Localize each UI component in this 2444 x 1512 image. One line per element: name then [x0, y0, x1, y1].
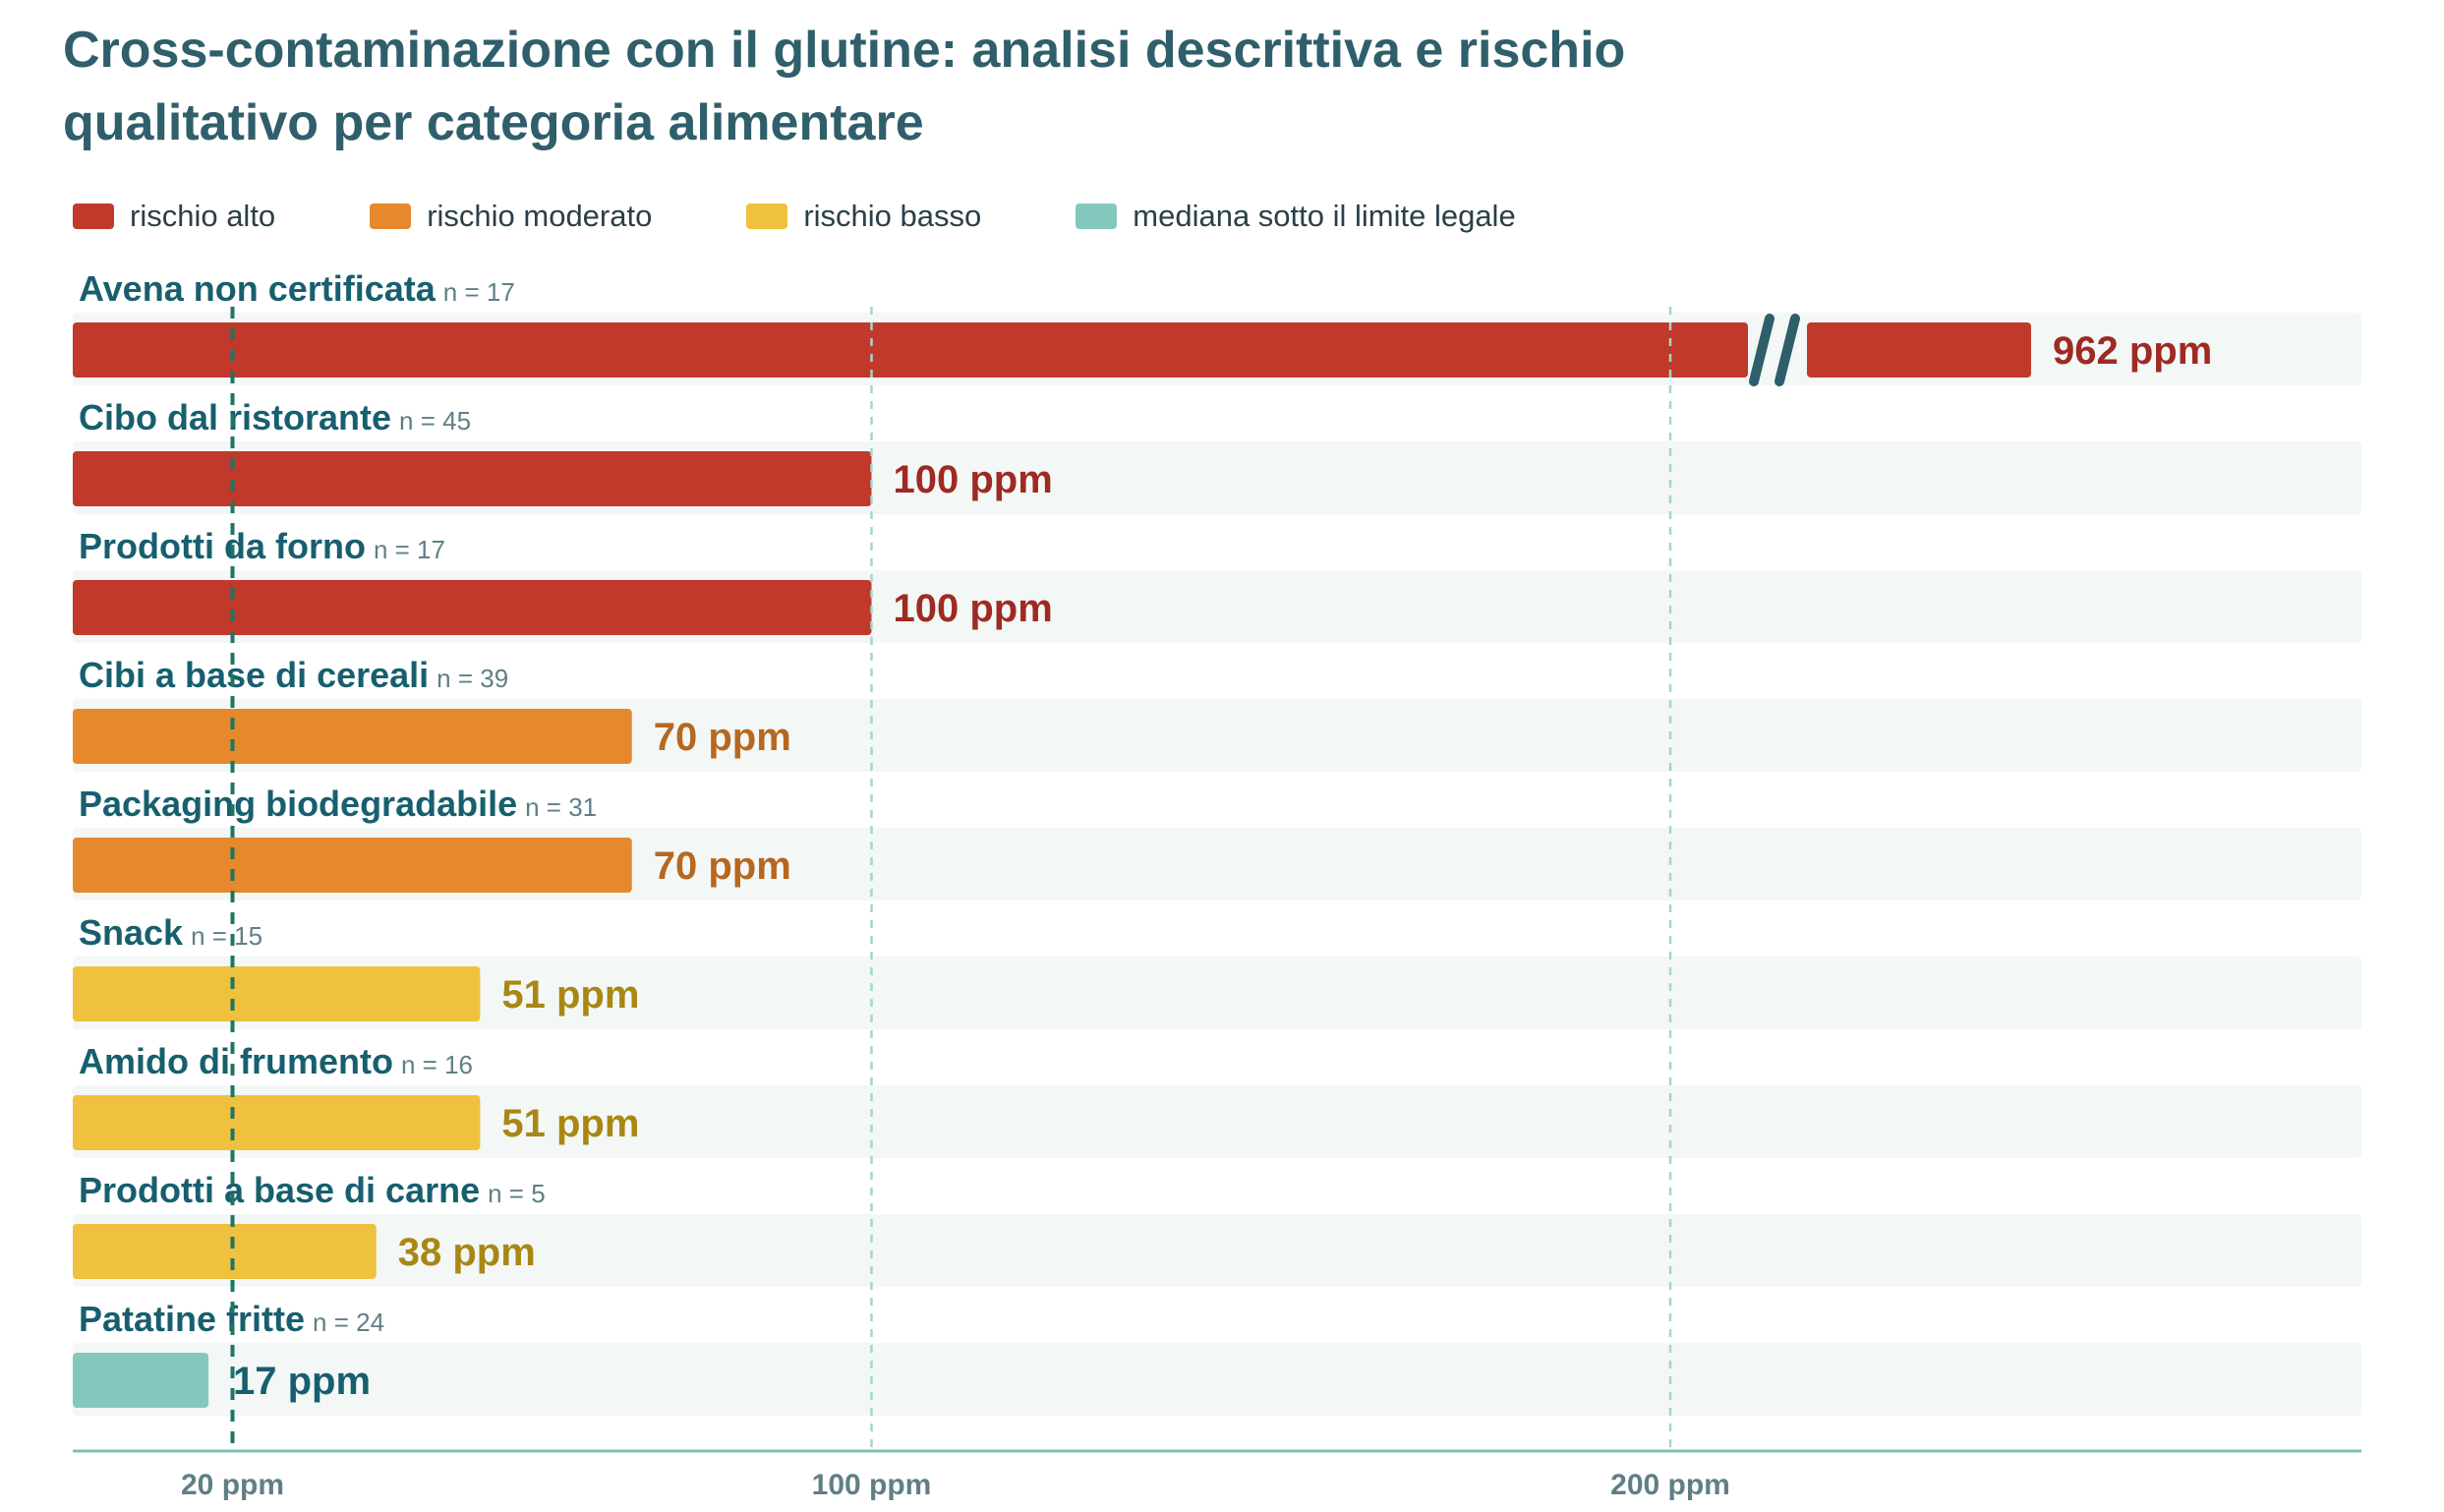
sample-size-label: n = 5 [488, 1179, 546, 1208]
sample-size-label: n = 45 [399, 406, 471, 436]
legend-swatch [746, 204, 788, 229]
legend: rischio alto rischio moderato rischio bass… [73, 195, 1610, 238]
value-label: 17 ppm [233, 1360, 371, 1403]
axis-break-mark [1775, 314, 1800, 386]
bar-track [73, 957, 2361, 1029]
legend-item-alto: rischio alto [73, 199, 275, 234]
gridlines [870, 307, 1672, 1450]
category-name: Cibi a base di cereali [79, 655, 429, 695]
value-label: 100 ppm [894, 587, 1053, 630]
value-label: 51 ppm [501, 1102, 639, 1145]
bar [73, 580, 872, 635]
bar-row: Prodotti a base di carne n = 5 38 ppm [73, 1170, 2361, 1287]
category-label: Prodotti a base di carne n = 5 [79, 1170, 546, 1210]
bar [73, 709, 632, 764]
category-label: Snack n = 15 [79, 912, 262, 953]
value-label: 70 ppm [654, 716, 791, 759]
category-label: Cibo dal ristorante n = 45 [79, 397, 471, 437]
sample-size-label: n = 17 [443, 277, 515, 307]
sample-size-label: n = 16 [401, 1050, 473, 1079]
category-name: Amido di frumento [79, 1041, 393, 1081]
category-name: Cibo dal ristorante [79, 397, 391, 437]
legend-item-moderato: rischio moderato [370, 199, 652, 234]
legend-swatch [73, 204, 114, 229]
bar-track [73, 828, 2361, 901]
x-tick-label: 20 ppm [181, 1469, 284, 1501]
legend-item-basso: rischio basso [746, 199, 981, 234]
bar-continuation [1807, 322, 2031, 378]
bar [73, 1353, 209, 1408]
bar-row: Amido di frumento n = 16 51 ppm [73, 1041, 2361, 1158]
bar-row: Snack n = 15 51 ppm [73, 912, 2361, 1029]
category-name: Snack [79, 912, 184, 953]
category-name: Avena non certificata [79, 268, 436, 309]
value-label: 38 ppm [398, 1231, 536, 1274]
bar-track [73, 699, 2361, 772]
bar [73, 451, 872, 506]
category-name: Packaging biodegradabile [79, 784, 517, 824]
axis-break-mark [1749, 314, 1775, 386]
category-name: Prodotti a base di carne [79, 1170, 480, 1210]
bar [73, 1224, 377, 1279]
sample-size-label: n = 24 [313, 1308, 384, 1337]
legend-label: rischio moderato [427, 199, 653, 233]
x-tick-label: 200 ppm [1610, 1469, 1730, 1501]
bar-track [73, 1214, 2361, 1287]
x-tick-label: 100 ppm [812, 1469, 932, 1501]
legend-label: rischio basso [803, 199, 982, 233]
legend-item-sotto: mediana sotto il limite legale [1076, 199, 1516, 234]
category-label: Avena non certificata n = 17 [79, 268, 515, 309]
category-label: Packaging biodegradabile n = 31 [79, 784, 597, 824]
bar [73, 966, 481, 1021]
bar-row: Packaging biodegradabile n = 31 70 ppm [73, 784, 2361, 901]
bar-row: Patatine fritte n = 24 17 ppm [73, 1299, 2361, 1416]
bar-track [73, 1343, 2361, 1416]
sample-size-label: n = 31 [525, 792, 597, 822]
chart-title: Cross-contaminazione con il glutine: ana… [63, 22, 1626, 151]
sample-size-label: n = 15 [191, 921, 262, 951]
category-label: Patatine fritte n = 24 [79, 1299, 384, 1339]
value-label: 70 ppm [654, 844, 791, 888]
category-label: Prodotti da forno n = 17 [79, 526, 445, 566]
bar [73, 1095, 481, 1150]
bar-row: Cibi a base di cereali n = 39 70 ppm [73, 655, 2361, 772]
legend-label: mediana sotto il limite legale [1133, 199, 1516, 233]
bar-row: Prodotti da forno n = 17 100 ppm [73, 526, 2361, 643]
value-label: 100 ppm [894, 458, 1053, 501]
legend-swatch [370, 204, 412, 229]
category-name: Prodotti da forno [79, 526, 366, 566]
category-label: Amido di frumento n = 16 [79, 1041, 473, 1081]
category-label: Cibi a base di cereali n = 39 [79, 655, 508, 695]
bar-row: Avena non certificata n = 17 962 ppm [73, 268, 2361, 386]
bar [73, 322, 1748, 378]
bar-row: Cibo dal ristorante n = 45 100 ppm [73, 397, 2361, 514]
category-name: Patatine fritte [79, 1299, 305, 1339]
legend-label: rischio alto [130, 199, 276, 233]
sample-size-label: n = 39 [436, 664, 508, 693]
value-label: 51 ppm [501, 973, 639, 1017]
bar-track [73, 1085, 2361, 1158]
sample-size-label: n = 17 [374, 535, 445, 564]
bar [73, 838, 632, 893]
value-label: 962 ppm [2053, 329, 2212, 373]
legend-swatch [1076, 204, 1118, 229]
